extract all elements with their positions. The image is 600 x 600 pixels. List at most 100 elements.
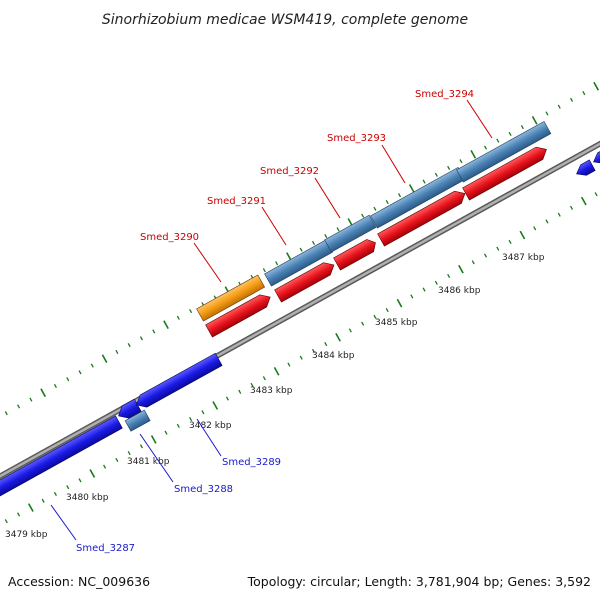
tick-mark (101, 354, 108, 364)
gene-label-smed-3293[interactable]: Smed_3293 (327, 133, 386, 144)
scale-label: 3485 kbp (375, 318, 418, 328)
tick-mark (483, 145, 488, 150)
scale-label: 3482 kbp (189, 421, 232, 431)
tick-mark (286, 252, 292, 261)
scale-label: 3480 kbp (66, 493, 109, 503)
cds-smed-3294[interactable] (462, 143, 550, 201)
tick-mark (496, 246, 500, 251)
tick-mark (90, 363, 94, 368)
tick-mark (557, 212, 561, 217)
tick-mark (115, 457, 119, 462)
gene-label-smed-3287[interactable]: Smed_3287 (76, 543, 135, 554)
tick-mark (299, 247, 303, 252)
scale-label: 3483 kbp (250, 386, 293, 396)
tick-mark (519, 230, 526, 240)
scale-label: 3481 kbp (127, 457, 170, 467)
tick-mark (324, 234, 328, 239)
tick-mark (483, 253, 488, 258)
tick-mark (189, 416, 193, 422)
tick-mark (361, 321, 365, 326)
gene-label-smed-3291[interactable]: Smed_3291 (207, 196, 266, 207)
tick-mark (582, 90, 586, 96)
tick-mark (361, 213, 365, 218)
tick-mark (139, 336, 143, 341)
tick-mark (225, 396, 230, 401)
gene-label-smed-3294[interactable]: Smed_3294 (415, 89, 474, 100)
tick-mark (496, 138, 500, 143)
tick-mark (27, 503, 34, 512)
tick-mark (250, 382, 254, 388)
tick-mark (40, 388, 47, 398)
feature-smed-3288-block[interactable] (124, 409, 151, 432)
scale-label: 3487 kbp (502, 253, 545, 263)
tick-mark (385, 199, 389, 205)
gene-label-smed-3292[interactable]: Smed_3292 (260, 166, 319, 177)
tick-mark (275, 261, 279, 266)
genome-title: Sinorhizobium medicae WSM419, complete g… (102, 12, 468, 28)
feature-orange-smed-3290[interactable] (196, 274, 266, 322)
gene-label-smed-3290[interactable]: Smed_3290 (140, 232, 199, 243)
tick-mark (408, 184, 415, 193)
tick-mark (545, 219, 549, 224)
tick-mark (422, 287, 426, 292)
tick-mark (580, 196, 587, 206)
genome-backbone (0, 140, 600, 480)
tick-mark (385, 307, 389, 313)
cds-smed-3287[interactable] (0, 415, 123, 497)
tick-mark (593, 81, 599, 91)
tick-mark (531, 115, 538, 125)
tick-mark (459, 159, 463, 164)
gene-label-smed-3288[interactable]: Smed_3288 (174, 484, 233, 495)
tick-mark (164, 430, 168, 435)
outer-feature-track (196, 120, 552, 322)
tick-mark (447, 273, 451, 279)
tick-mark (287, 362, 291, 367)
tick-mark (397, 193, 402, 198)
tick-mark (4, 411, 8, 416)
scale-label: 3484 kbp (312, 351, 355, 361)
tick-mark (66, 377, 70, 382)
tick-mark (470, 150, 477, 159)
cds-smed-3291[interactable] (274, 259, 338, 303)
tick-mark (78, 478, 82, 483)
tick-mark (262, 268, 266, 273)
cds-smed-3290[interactable] (205, 291, 274, 338)
tick-mark (176, 315, 180, 320)
tick-mark (422, 179, 426, 184)
feature-smed-3292[interactable] (324, 214, 377, 253)
tick-mark (152, 329, 156, 334)
tick-mark (66, 485, 70, 490)
cds-right-edge-2[interactable] (591, 147, 600, 167)
tick-mark (508, 239, 512, 244)
gene-label-smed-3289[interactable]: Smed_3289 (222, 457, 281, 468)
tick-mark (311, 240, 316, 245)
tick-mark (17, 404, 21, 409)
tick-mark (238, 389, 242, 394)
tick-mark (311, 348, 316, 353)
cds-right-edge[interactable] (574, 159, 596, 179)
lower-tick-track (4, 192, 598, 524)
tick-mark (17, 512, 21, 517)
tick-mark (273, 367, 280, 376)
feature-smed-3294[interactable] (456, 120, 552, 183)
tick-mark (458, 264, 464, 274)
cds-smed-3292[interactable] (333, 237, 379, 271)
tick-mark (335, 332, 341, 342)
accession-text: Accession: NC_009636 (8, 574, 150, 589)
tick-mark (336, 227, 340, 232)
tick-mark (127, 451, 131, 456)
tick-mark (139, 444, 143, 449)
tick-mark (434, 172, 438, 177)
tick-mark (53, 491, 57, 497)
tick-mark (4, 519, 8, 524)
topology-text: Topology: circular; Length: 3,781,904 bp… (247, 574, 591, 589)
tick-mark (262, 376, 266, 381)
cds-smed-3289[interactable] (133, 352, 223, 411)
cds-smed-3293[interactable] (377, 187, 469, 247)
label-leader-lines (50, 99, 493, 541)
tick-mark (201, 410, 205, 415)
tick-mark (78, 370, 82, 375)
scale-label: 3479 kbp (5, 530, 48, 540)
scale-label: 3486 kbp (438, 286, 481, 296)
